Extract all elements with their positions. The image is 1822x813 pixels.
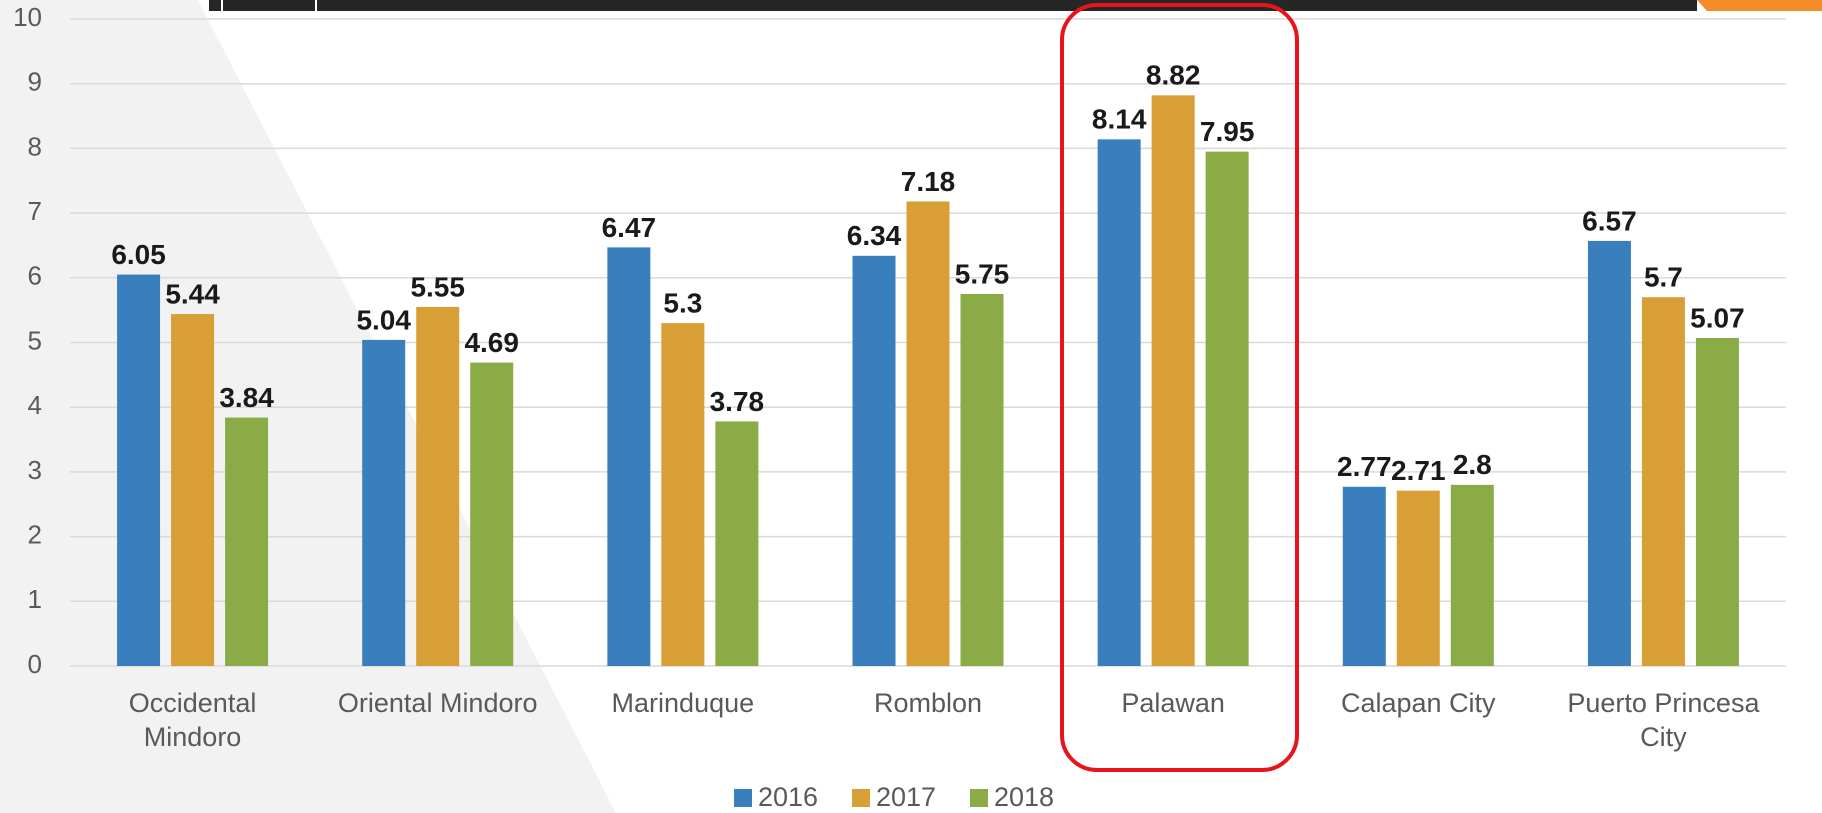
y-tick-label: 1 [28,584,42,614]
bar [362,339,406,666]
data-label: 5.04 [356,304,411,335]
y-tick-label: 3 [28,455,42,485]
bar [470,362,514,666]
x-tick-label: Romblon [873,688,983,718]
y-tick-label: 9 [28,67,42,97]
x-tick-label: Oriental Mindoro [337,688,538,718]
data-label: 3.78 [710,386,765,417]
data-label: 6.34 [847,220,902,251]
x-tick-label: Puerto Princesa City [1567,688,1760,752]
data-label: 2.8 [1453,449,1492,480]
y-tick-label: 10 [13,2,42,32]
corner-accent [1697,0,1822,11]
y-tick-label: 2 [28,519,42,549]
data-label: 8.14 [1092,104,1147,135]
bar [1641,297,1685,666]
y-tick-label: 0 [28,649,42,679]
data-label: 5.44 [165,278,220,309]
data-label: 8.82 [1146,60,1201,91]
bar [661,323,705,666]
bar [1151,95,1195,666]
data-label: 5.75 [955,258,1010,289]
bar [1342,486,1386,666]
y-tick-label: 5 [28,325,42,355]
data-label: 3.84 [219,382,274,413]
legend-label: 2017 [876,782,936,812]
y-tick-label: 6 [28,261,42,291]
x-tick-label: Occidental Mindoro [128,688,257,752]
legend-swatch [852,789,870,807]
bar [1205,151,1249,666]
legend-swatch [970,789,988,807]
bar [171,314,215,666]
bar [225,417,269,666]
bar [1396,490,1440,666]
y-tick-label: 8 [28,131,42,161]
legend-label: 2018 [994,782,1054,812]
bar [852,255,896,666]
bar [1587,240,1631,666]
legend-swatch [734,789,752,807]
bar [607,247,651,667]
bar [1450,484,1494,666]
y-tick-label: 7 [28,196,42,226]
bar [1695,337,1739,666]
bar [1097,139,1141,667]
data-label: 2.71 [1391,455,1446,486]
y-tick-label: 4 [28,390,42,420]
bar [715,421,759,666]
data-label: 5.07 [1690,302,1745,333]
data-label: 5.55 [410,271,465,302]
data-label: 6.47 [602,212,657,243]
bar [906,201,950,667]
top-bar [209,0,1697,11]
data-label: 6.05 [111,239,166,270]
data-label: 6.57 [1582,205,1637,236]
x-tick-label: Palawan [1121,688,1225,718]
data-label: 5.3 [663,287,702,318]
data-label: 4.69 [464,327,519,358]
data-label: 5.7 [1644,262,1683,293]
legend-label: 2016 [758,782,818,812]
bar [416,306,460,666]
bar [960,293,1004,666]
data-label: 2.77 [1337,451,1392,482]
data-label: 7.18 [901,166,956,197]
data-label: 7.95 [1200,116,1255,147]
bar [117,274,161,666]
x-tick-label: Calapan City [1340,688,1496,718]
highlight-box [1060,3,1299,772]
x-tick-label: Marinduque [611,688,755,718]
